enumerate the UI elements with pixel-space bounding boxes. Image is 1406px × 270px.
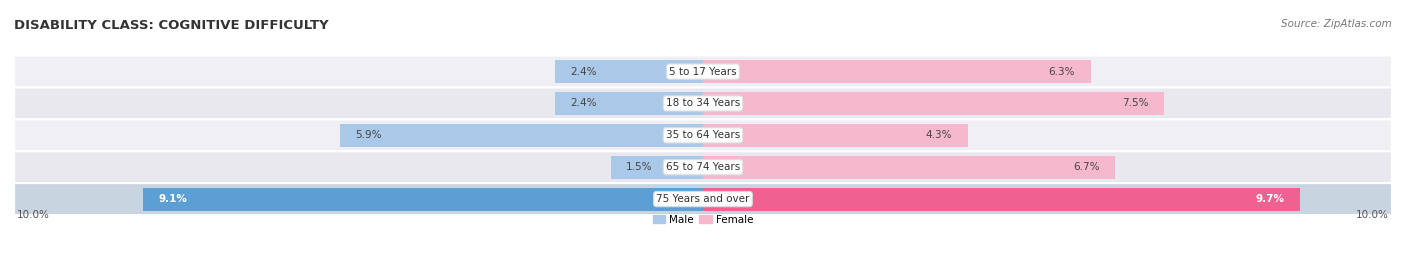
- Text: 75 Years and over: 75 Years and over: [657, 194, 749, 204]
- FancyBboxPatch shape: [14, 87, 1392, 119]
- Bar: [703, 92, 1164, 115]
- Text: 35 to 64 Years: 35 to 64 Years: [666, 130, 740, 140]
- Text: 10.0%: 10.0%: [17, 210, 51, 220]
- Text: 10.0%: 10.0%: [1355, 210, 1389, 220]
- Text: 6.3%: 6.3%: [1049, 66, 1076, 77]
- Text: 5 to 17 Years: 5 to 17 Years: [669, 66, 737, 77]
- Text: 9.1%: 9.1%: [159, 194, 187, 204]
- Text: 2.4%: 2.4%: [571, 66, 598, 77]
- Text: 65 to 74 Years: 65 to 74 Years: [666, 162, 740, 172]
- Bar: [555, 92, 703, 115]
- FancyBboxPatch shape: [14, 183, 1392, 215]
- Text: 1.5%: 1.5%: [626, 162, 652, 172]
- Legend: Male, Female: Male, Female: [652, 215, 754, 225]
- Bar: [555, 60, 703, 83]
- Text: 5.9%: 5.9%: [356, 130, 382, 140]
- Text: Source: ZipAtlas.com: Source: ZipAtlas.com: [1281, 19, 1392, 29]
- Bar: [340, 124, 703, 147]
- Text: 2.4%: 2.4%: [571, 99, 598, 109]
- FancyBboxPatch shape: [14, 119, 1392, 151]
- FancyBboxPatch shape: [14, 56, 1392, 87]
- Text: 7.5%: 7.5%: [1122, 99, 1149, 109]
- FancyBboxPatch shape: [14, 151, 1392, 183]
- Text: DISABILITY CLASS: COGNITIVE DIFFICULTY: DISABILITY CLASS: COGNITIVE DIFFICULTY: [14, 19, 329, 32]
- Text: 18 to 34 Years: 18 to 34 Years: [666, 99, 740, 109]
- Text: 9.7%: 9.7%: [1256, 194, 1284, 204]
- Bar: [610, 156, 703, 179]
- Bar: [703, 188, 1299, 211]
- Bar: [703, 124, 967, 147]
- Bar: [703, 60, 1091, 83]
- Text: 6.7%: 6.7%: [1073, 162, 1099, 172]
- Bar: [143, 188, 703, 211]
- Bar: [703, 156, 1115, 179]
- Text: 4.3%: 4.3%: [925, 130, 952, 140]
